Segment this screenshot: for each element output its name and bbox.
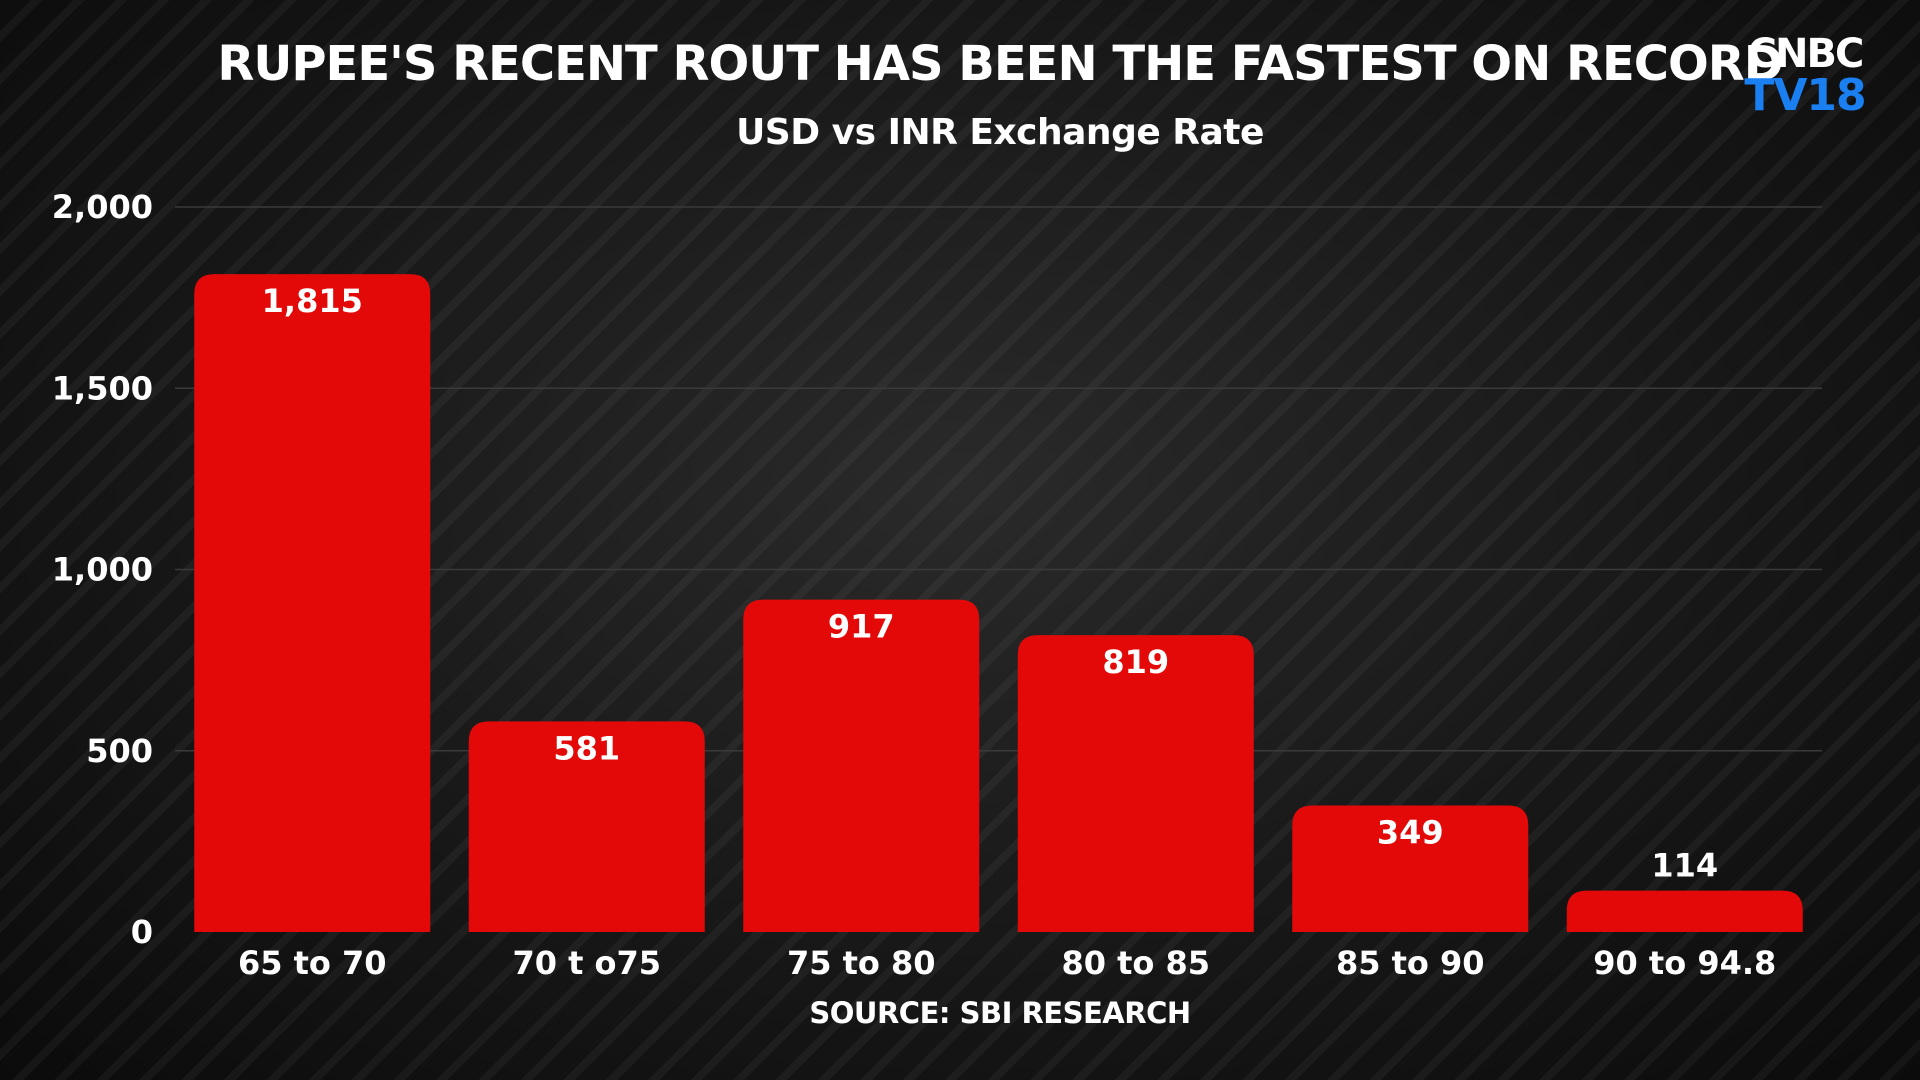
x-axis-categories: 65 to 70 70 t o75 75 to 80 80 to 85 85 to 90…: [238, 944, 1776, 982]
logo-top-text: CNBC: [1747, 31, 1865, 77]
y-tick-label: 500: [86, 732, 153, 770]
source-note: SOURCE: SBI RESEARCH: [809, 996, 1191, 1030]
x-category-label: 85 to 90: [1336, 944, 1485, 982]
y-tick-label: 1,000: [52, 551, 153, 589]
chart-title: RUPEE'S RECENT ROUT HAS BEEN THE FASTEST…: [217, 36, 1783, 92]
bar-value-label: 917: [828, 608, 895, 646]
gridlines: [175, 206, 1822, 752]
y-tick-label: 2,000: [52, 188, 153, 226]
y-axis-ticks: 0 500 1,000 1,500 2,000: [52, 188, 153, 951]
x-category-label: 75 to 80: [787, 944, 936, 982]
bar-value-label: 1,815: [262, 282, 363, 320]
logo-bottom-text: TV18: [1744, 70, 1866, 121]
x-category-label: 70 t o75: [512, 944, 661, 982]
bar-70-t-o75: [468, 721, 705, 932]
x-category-label: 90 to 94.8: [1593, 944, 1776, 982]
y-tick-label: 1,500: [52, 369, 153, 407]
bar-value-label: 349: [1377, 813, 1444, 851]
bar-value-labels: 1,815 581 917 819 349 114: [262, 282, 1719, 885]
y-tick-label: 0: [131, 913, 153, 951]
bar-value-label: 114: [1651, 847, 1718, 885]
bar-80-to-85: [1017, 635, 1254, 932]
chart-subtitle: USD vs INR Exchange Rate: [736, 112, 1264, 153]
cnbc-tv18-logo: CNBC TV18: [1738, 34, 1872, 118]
bar-85-to-90: [1292, 805, 1529, 932]
bar-90-to-94-8: [1566, 890, 1803, 932]
bar-65-to-70: [194, 274, 431, 932]
bar-value-label: 581: [553, 729, 620, 767]
bar-75-to-80: [743, 599, 980, 932]
x-category-label: 80 to 85: [1061, 944, 1210, 982]
x-category-label: 65 to 70: [238, 944, 387, 982]
bar-value-label: 819: [1102, 643, 1169, 681]
bars: [194, 274, 1803, 932]
